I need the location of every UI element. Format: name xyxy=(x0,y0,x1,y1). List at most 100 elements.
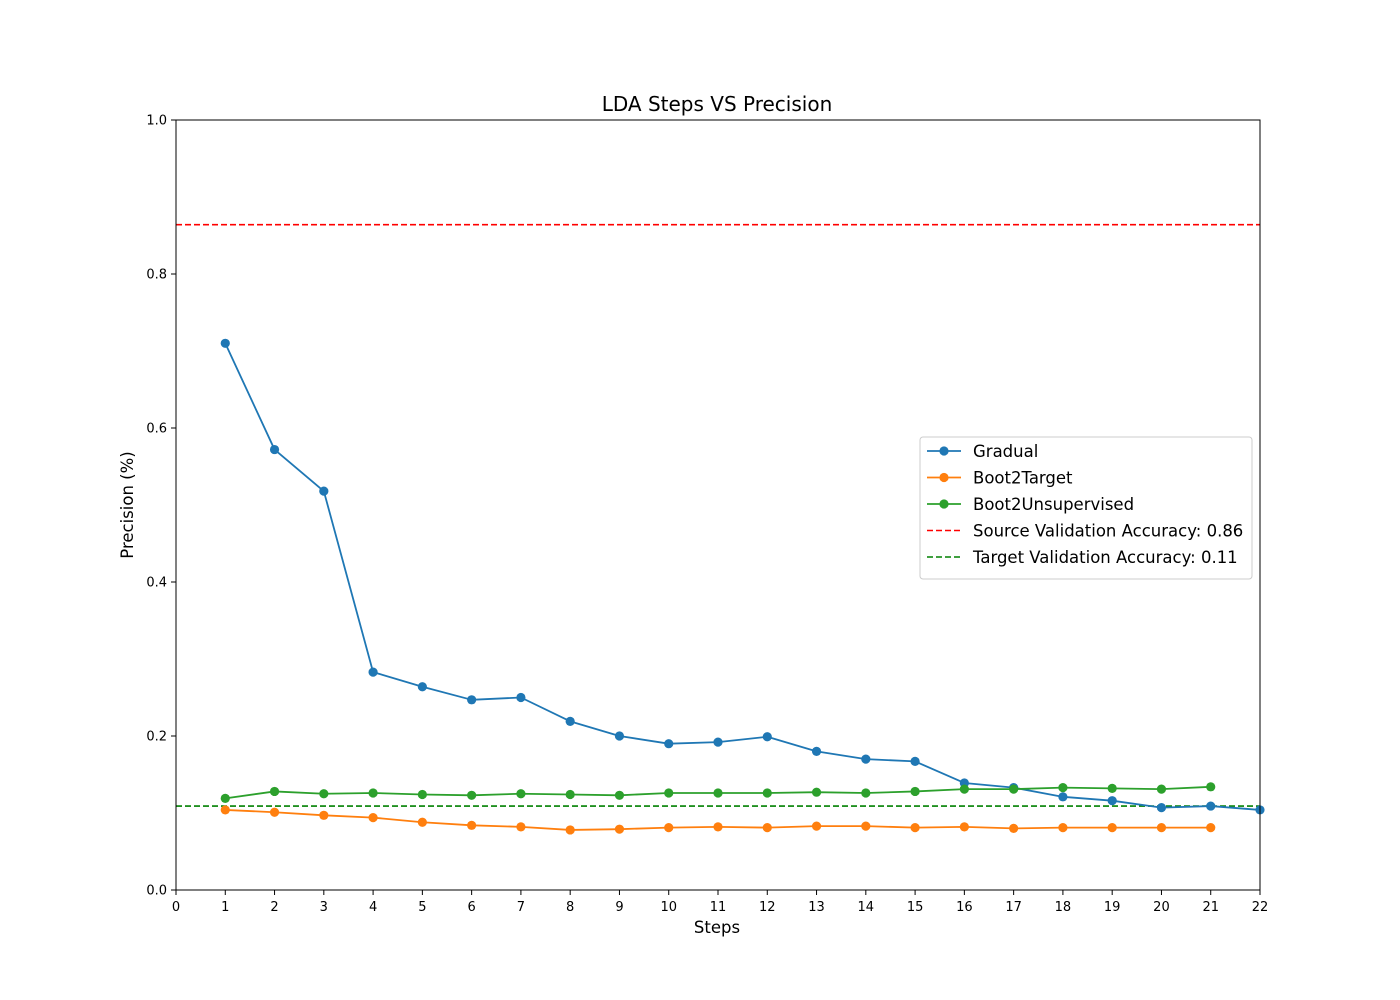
y-tick-label: 0.4 xyxy=(146,576,167,591)
y-tick-label: 0.2 xyxy=(146,730,167,745)
data-point xyxy=(614,790,625,800)
data-point xyxy=(614,731,625,741)
x-tick-label: 19 xyxy=(1104,900,1121,915)
x-tick-label: 7 xyxy=(517,900,525,915)
data-point xyxy=(368,667,378,677)
series-layer xyxy=(220,338,1265,835)
legend-box xyxy=(919,436,1253,580)
data-point xyxy=(1206,823,1216,833)
data-point xyxy=(713,822,723,832)
x-tick-label: 21 xyxy=(1202,900,1219,915)
y-axis: 0.0 0.2 0.4 0.6 0.8 1.0 xyxy=(146,114,176,899)
data-point xyxy=(368,788,378,798)
x-tick-label: 18 xyxy=(1055,900,1072,915)
legend-item: Boot2Unsupervised xyxy=(927,495,1134,514)
data-point xyxy=(269,786,280,797)
y-tick-label: 0.0 xyxy=(146,884,167,899)
data-point xyxy=(516,692,526,703)
x-tick-label: 12 xyxy=(759,900,776,915)
data-point xyxy=(811,787,822,797)
x-tick-label: 17 xyxy=(1005,900,1022,915)
x-tick-label: 13 xyxy=(808,900,825,915)
legend-item: Target Validation Accuracy: 0.11 xyxy=(927,548,1238,567)
data-point xyxy=(664,823,674,833)
data-point xyxy=(417,817,427,827)
data-point xyxy=(269,807,280,817)
data-point xyxy=(910,823,920,833)
x-tick-label: 8 xyxy=(566,900,574,915)
data-point xyxy=(910,786,920,797)
data-point xyxy=(417,682,427,692)
x-tick-label: 11 xyxy=(710,900,727,915)
x-tick-label: 14 xyxy=(858,900,875,915)
legend-label: Target Validation Accuracy: 0.11 xyxy=(972,548,1238,567)
data-point xyxy=(762,823,772,833)
data-point xyxy=(861,788,871,798)
legend-label: Boot2Target xyxy=(973,469,1073,488)
legend-label: Source Validation Accuracy: 0.86 xyxy=(973,522,1243,541)
series-line xyxy=(224,342,1261,811)
data-point xyxy=(1206,782,1216,792)
y-axis-title: Precision (%) xyxy=(118,451,137,558)
data-point xyxy=(220,793,230,803)
data-point xyxy=(811,821,822,831)
data-point xyxy=(713,788,723,798)
data-point xyxy=(1156,823,1167,833)
legend-swatch-marker xyxy=(939,499,949,509)
data-point xyxy=(516,822,526,832)
data-point xyxy=(959,784,969,794)
data-point xyxy=(1058,823,1068,833)
data-point xyxy=(467,695,477,705)
legend-swatch-marker xyxy=(939,446,949,456)
x-tick-label: 22 xyxy=(1252,900,1269,915)
data-point xyxy=(910,756,920,767)
data-point xyxy=(319,789,329,799)
data-point xyxy=(565,789,575,800)
data-point xyxy=(1107,783,1117,793)
data-point xyxy=(1058,782,1068,793)
data-point xyxy=(220,805,230,815)
x-tick-label: 4 xyxy=(369,900,377,915)
series-group xyxy=(220,805,1216,835)
data-point xyxy=(713,737,723,747)
x-tick-label: 15 xyxy=(907,900,924,915)
data-point xyxy=(1058,792,1068,802)
legend-item: Source Validation Accuracy: 0.86 xyxy=(927,522,1243,541)
data-point xyxy=(861,754,871,764)
data-point xyxy=(467,820,477,830)
data-point xyxy=(811,746,822,757)
x-tick-label: 2 xyxy=(270,900,278,915)
data-point xyxy=(861,821,871,831)
x-tick-label: 0 xyxy=(172,900,180,915)
data-point xyxy=(664,739,674,749)
legend-item: Boot2Target xyxy=(927,469,1073,488)
data-point xyxy=(319,486,329,496)
legend-swatch-marker xyxy=(939,472,949,483)
data-point xyxy=(1156,803,1167,813)
legend-label: Gradual xyxy=(973,442,1038,461)
data-point xyxy=(417,789,427,800)
x-tick-label: 10 xyxy=(660,900,677,915)
legend-label: Boot2Unsupervised xyxy=(973,495,1134,514)
y-tick-label: 0.6 xyxy=(146,422,167,437)
legend-item: Gradual xyxy=(927,442,1038,461)
legend: Gradual Boot2Target Boot2Unsupervised Sourc… xyxy=(919,436,1253,580)
x-tick-label: 6 xyxy=(467,900,475,915)
data-point xyxy=(1009,823,1019,834)
data-point xyxy=(565,716,575,726)
data-point xyxy=(319,810,329,820)
y-tick-label: 0.8 xyxy=(146,268,167,283)
x-tick-label: 16 xyxy=(956,900,973,915)
chart-title: LDA Steps VS Precision xyxy=(602,92,833,116)
data-point xyxy=(467,790,477,800)
x-axis: 0 1 2 3 4 5 6 7 8 9 10 11 12 13 14 15 16 17 18 19 20 21 22 xyxy=(172,890,1268,915)
x-tick-label: 1 xyxy=(221,900,229,915)
data-point xyxy=(1009,784,1019,794)
data-point xyxy=(959,822,969,832)
data-point xyxy=(220,338,230,348)
x-tick-label: 9 xyxy=(615,900,623,915)
x-tick-label: 5 xyxy=(418,900,426,915)
x-axis-title: Steps xyxy=(694,918,740,937)
series-group xyxy=(220,782,1216,803)
